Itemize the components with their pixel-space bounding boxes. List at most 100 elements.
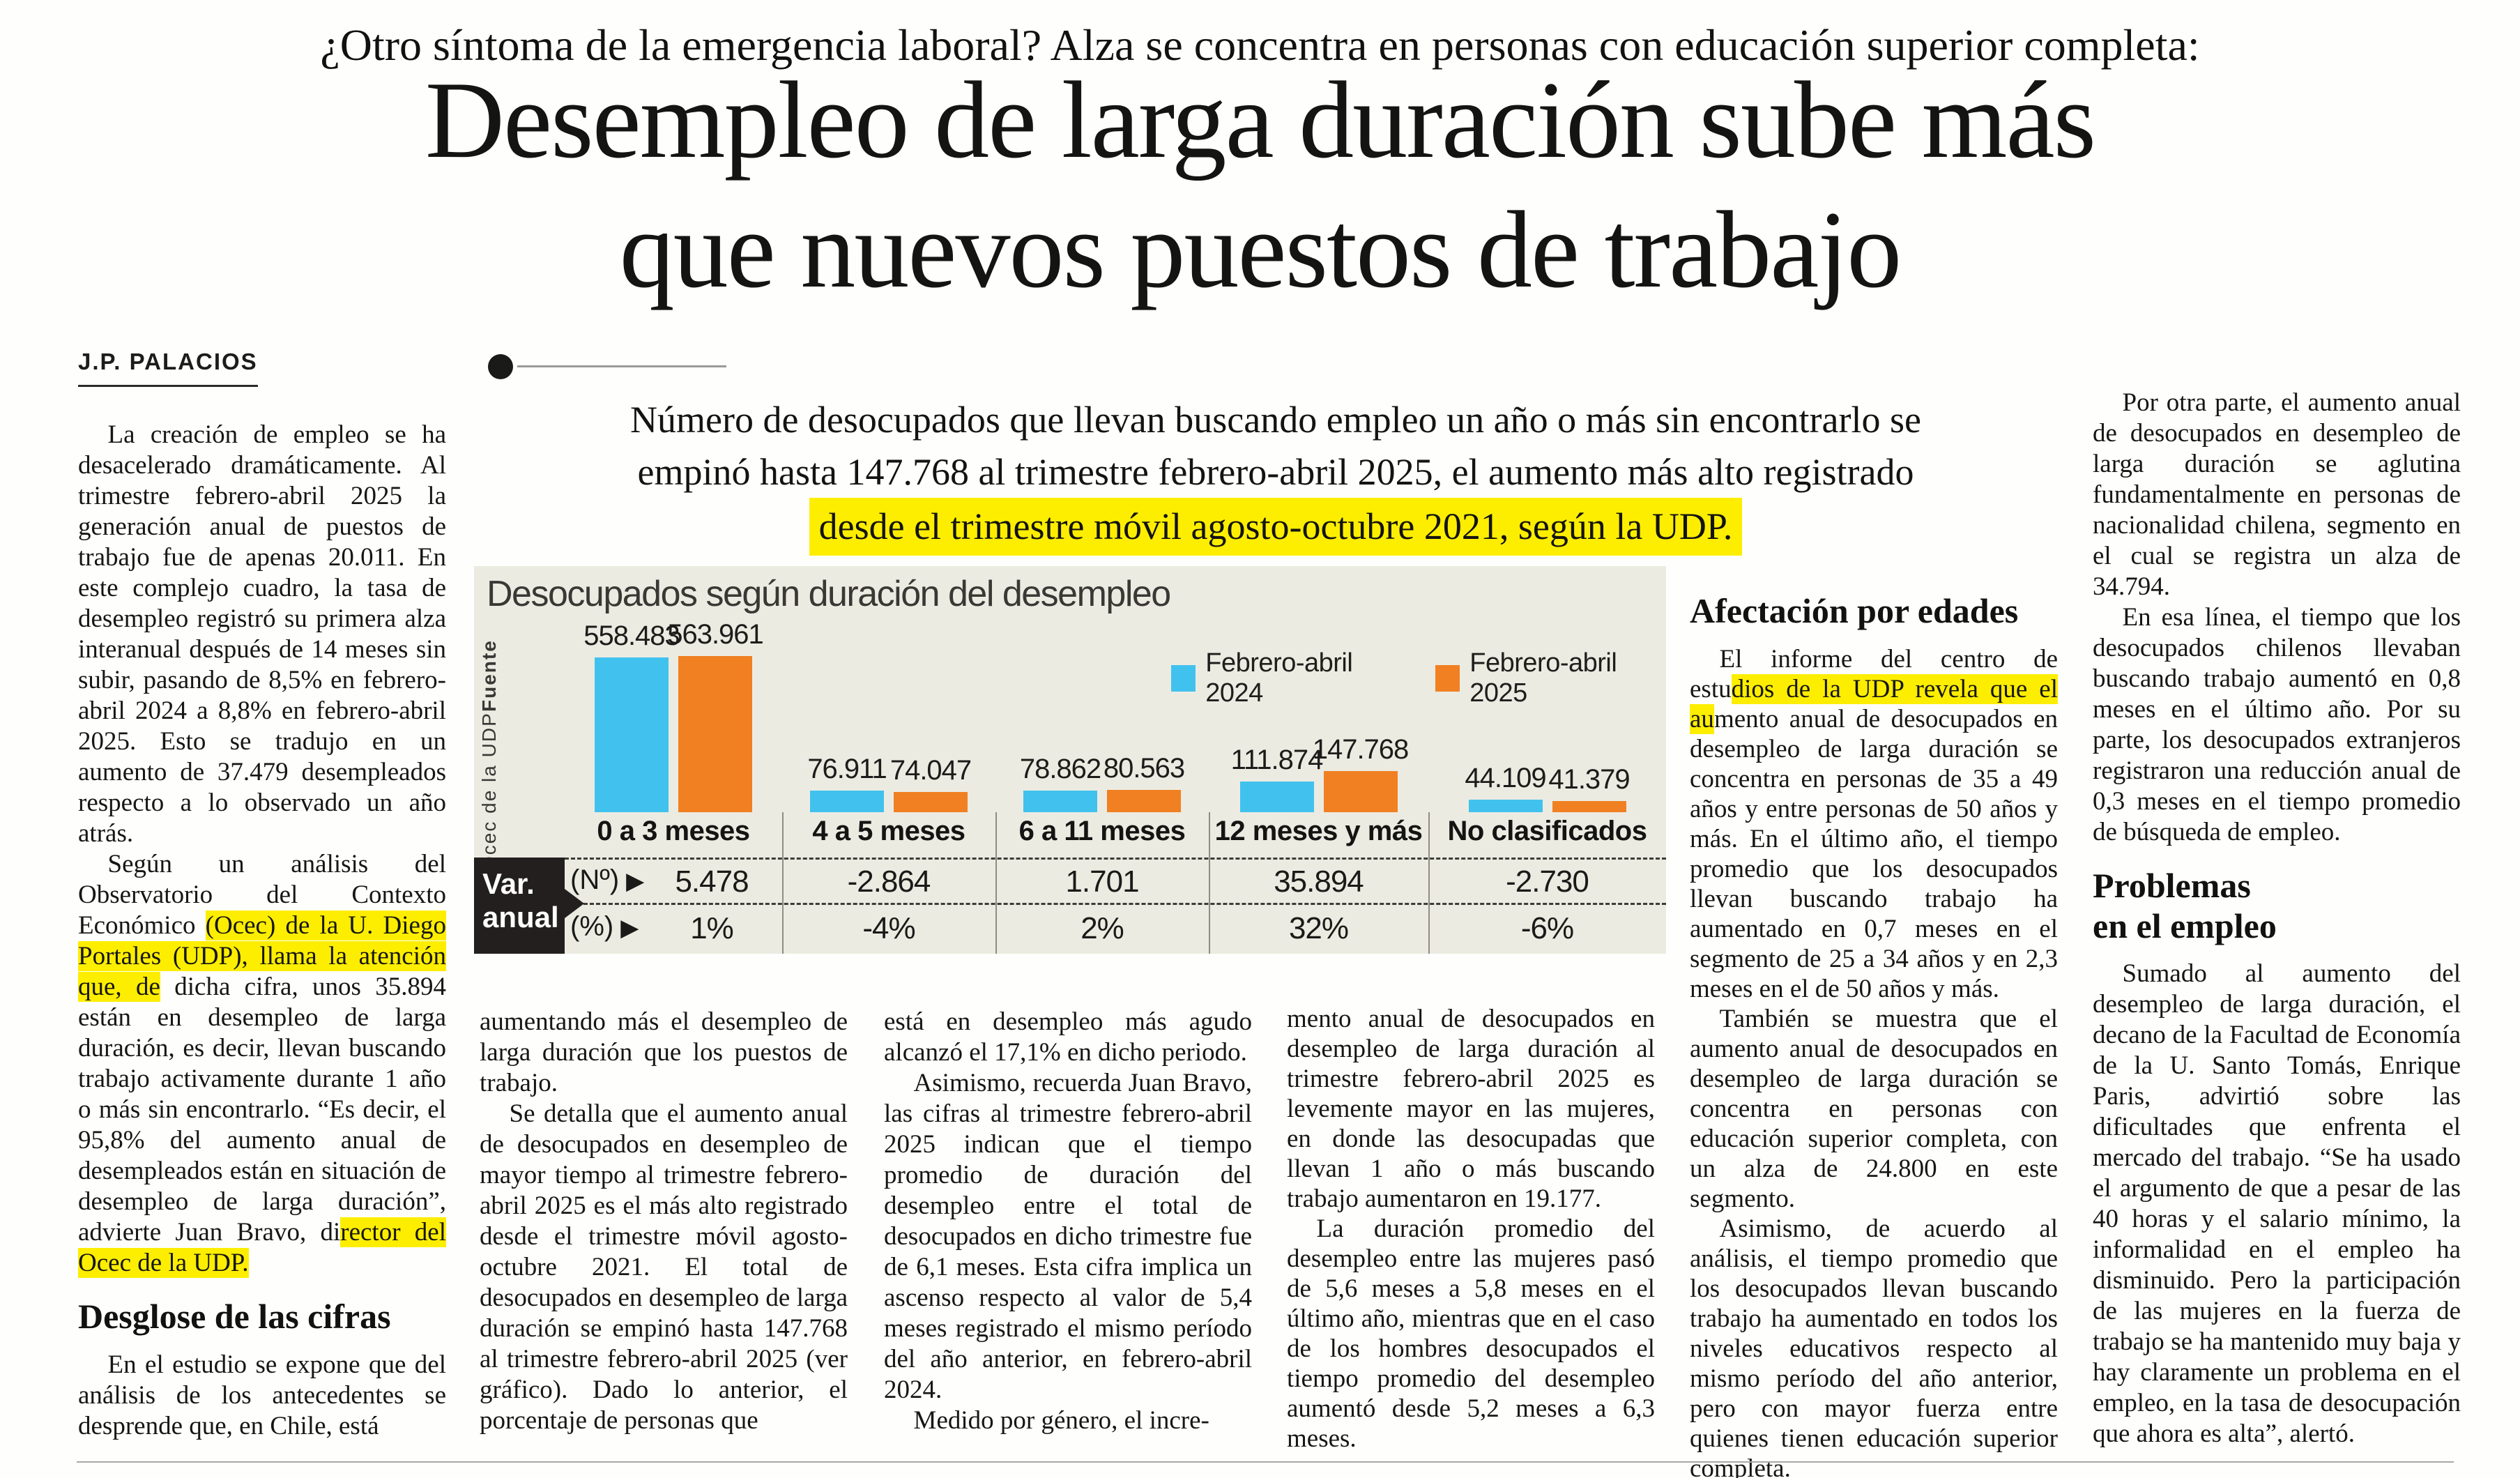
text-column-1: La creación de empleo se ha desacelerado… [78, 420, 446, 1442]
variation-row-label: (%) ▶ [570, 911, 639, 942]
arrow-right-icon: ▶ [620, 915, 639, 941]
bar-group: 558.483 563.961 [565, 566, 782, 812]
headline-ornament-dot [488, 354, 513, 379]
column-separator [995, 812, 997, 954]
body-paragraph: Asimismo, recuerda Juan Bravo, las cifra… [884, 1069, 1252, 1404]
bar: 44.109 [1465, 763, 1547, 812]
legend-label: Febrero-abril 2024 [1205, 648, 1353, 708]
body-paragraph: Por otra parte, el aumento anual de deso… [2093, 388, 2461, 601]
bar-value-label: 41.379 [1548, 764, 1630, 795]
variation-value: 1% [690, 911, 734, 945]
bar-value-label: 558.483 [583, 620, 680, 651]
headline-line-1: Desempleo de larga duración sube más [425, 59, 2096, 181]
bar-fill [1323, 771, 1398, 812]
chart-title: Desocupados según duración del desempleo [487, 574, 1171, 614]
bar-fill [595, 657, 669, 812]
body-paragraph: En el estudio se expone que del análisis… [78, 1350, 446, 1440]
bar-value-label: 563.961 [667, 619, 764, 650]
body-paragraph: Asimismo, de acuerdo al análisis, el tie… [1690, 1214, 2058, 1478]
category-label: 6 a 11 meses [1018, 816, 1186, 846]
body-paragraph: Se detalla que el aumento anual de desoc… [480, 1099, 848, 1435]
bottom-rule [77, 1461, 2454, 1463]
annual-variation-label: Var. anual [482, 867, 559, 934]
bar-value-label: 74.047 [889, 755, 972, 786]
legend-swatch-icon [1171, 665, 1196, 692]
legend-label: Febrero-abril 2025 [1469, 648, 1617, 708]
lede-line-2: empinó hasta 147.768 al trimestre febrer… [637, 450, 1914, 493]
chart-plot: 558.483 563.961 76.911 74.047 78.862 80.563 11… [474, 566, 1666, 812]
body-paragraph: También se muestra que el aumento anual … [1690, 1004, 2058, 1213]
bar-value-label: 80.563 [1103, 753, 1185, 784]
variation-row: (%) ▶ 1% -4% 2% 32% -6% [474, 911, 1666, 956]
bar-fill [1239, 782, 1314, 812]
text-column-6: Por otra parte, el aumento anual de deso… [2093, 388, 2461, 1449]
variation-value: 35.894 [1274, 864, 1364, 899]
bar-value-label: 111.874 [1230, 745, 1324, 775]
variation-value: -4% [862, 911, 915, 945]
bar-fill [1107, 790, 1181, 812]
bar-group: 44.109 41.379 [1428, 566, 1666, 812]
text-column-4: mento anual de desocupados en desempleo … [1287, 1004, 1655, 1454]
body-paragraph: En esa línea, el tiempo que los desocupa… [2093, 603, 2461, 846]
bar-fill [810, 791, 884, 812]
table-dashed-line-top [565, 858, 1666, 860]
variation-value: -2.864 [847, 864, 931, 899]
body-paragraph: Sumado al aumento del desempleo de larga… [2093, 959, 2461, 1448]
legend-swatch-icon [1435, 665, 1460, 692]
bar: 76.911 [807, 754, 887, 812]
bar-value-label: 44.109 [1465, 763, 1546, 793]
bar: 41.379 [1548, 764, 1631, 812]
text-column-5: Afectación por edades El informe del cent… [1690, 573, 2058, 1478]
headline-line-2: que nuevos puestos de trabajo [619, 189, 1902, 312]
section-heading: Desglose de las cifras [78, 1297, 391, 1336]
body-paragraph: está en desempleo más agudo alcanzó el 1… [884, 1007, 1252, 1067]
body-paragraph: Según un análisis del Observatorio del C… [78, 850, 446, 1278]
bar-value-label: 78.862 [1019, 754, 1101, 784]
bar-value-label: 76.911 [807, 754, 887, 784]
legend-item: Febrero-abril 2025 [1435, 648, 1666, 708]
lede-line-3: desde el trimestre móvil agosto-octubre … [481, 498, 2070, 556]
column-separator [1428, 812, 1430, 954]
bar-fill [1552, 801, 1626, 812]
bar-group: 76.911 74.047 [782, 566, 995, 812]
bar-group: 111.874 147.768 [1209, 566, 1428, 812]
lede-line-1: Número de desocupados que llevan buscand… [630, 399, 1921, 441]
bar: 80.563 [1104, 753, 1185, 812]
text-column-3: está en desempleo más agudo alcanzó el 1… [884, 1007, 1252, 1436]
bar: 74.047 [890, 755, 972, 812]
bar: 78.862 [1020, 754, 1101, 812]
variation-row: (Nº) ▶ 5.478 -2.864 1.701 35.894 -2.730 [474, 864, 1666, 909]
kicker: ¿Otro síntoma de la emergencia laboral? … [320, 20, 2200, 70]
bar-fill [1468, 800, 1543, 812]
chart-category-row: 0 a 3 meses 4 a 5 meses 6 a 11 meses 12 mes… [474, 816, 1666, 855]
category-label: 0 a 3 meses [597, 816, 750, 846]
variation-value: 5.478 [675, 864, 749, 899]
body-paragraph: La creación de empleo se ha desacelerado… [78, 420, 446, 848]
byline: J.P. PALACIOS [78, 349, 258, 387]
headline: Desempleo de larga duración sube más que… [0, 56, 2520, 316]
category-label: 12 meses y más [1214, 816, 1423, 846]
section-heading: Afectación por edades [1690, 591, 2019, 630]
variation-row-label: (Nº) ▶ [570, 864, 645, 895]
legend-item: Febrero-abril 2024 [1171, 648, 1402, 708]
variation-value: -2.730 [1506, 864, 1589, 899]
bar-value-label: 147.768 [1312, 734, 1410, 765]
section-heading: Problemas en el empleo [2093, 866, 2277, 945]
body-paragraph: mento anual de desocupados en desempleo … [1287, 1005, 1655, 1213]
variation-value: 2% [1080, 911, 1124, 945]
headline-ornament-rule [517, 365, 726, 367]
category-label: No clasificados [1447, 816, 1647, 846]
lede: Número de desocupados que llevan buscand… [481, 394, 2070, 556]
variation-value: 1.701 [1065, 864, 1139, 899]
table-dashed-line-mid [565, 903, 1666, 905]
bar: 563.961 [667, 619, 764, 812]
chart-legend: Febrero-abril 2024 Febrero-abril 2025 [1171, 648, 1666, 708]
body-paragraph: Medido por género, el incre- [913, 1406, 1209, 1435]
bar: 147.768 [1313, 734, 1409, 812]
bar-group: 78.862 80.563 [995, 566, 1209, 812]
bar: 558.483 [583, 620, 680, 812]
variation-value: 32% [1288, 911, 1349, 945]
arrow-right-icon: ▶ [626, 868, 645, 894]
bar-fill [1023, 791, 1097, 812]
